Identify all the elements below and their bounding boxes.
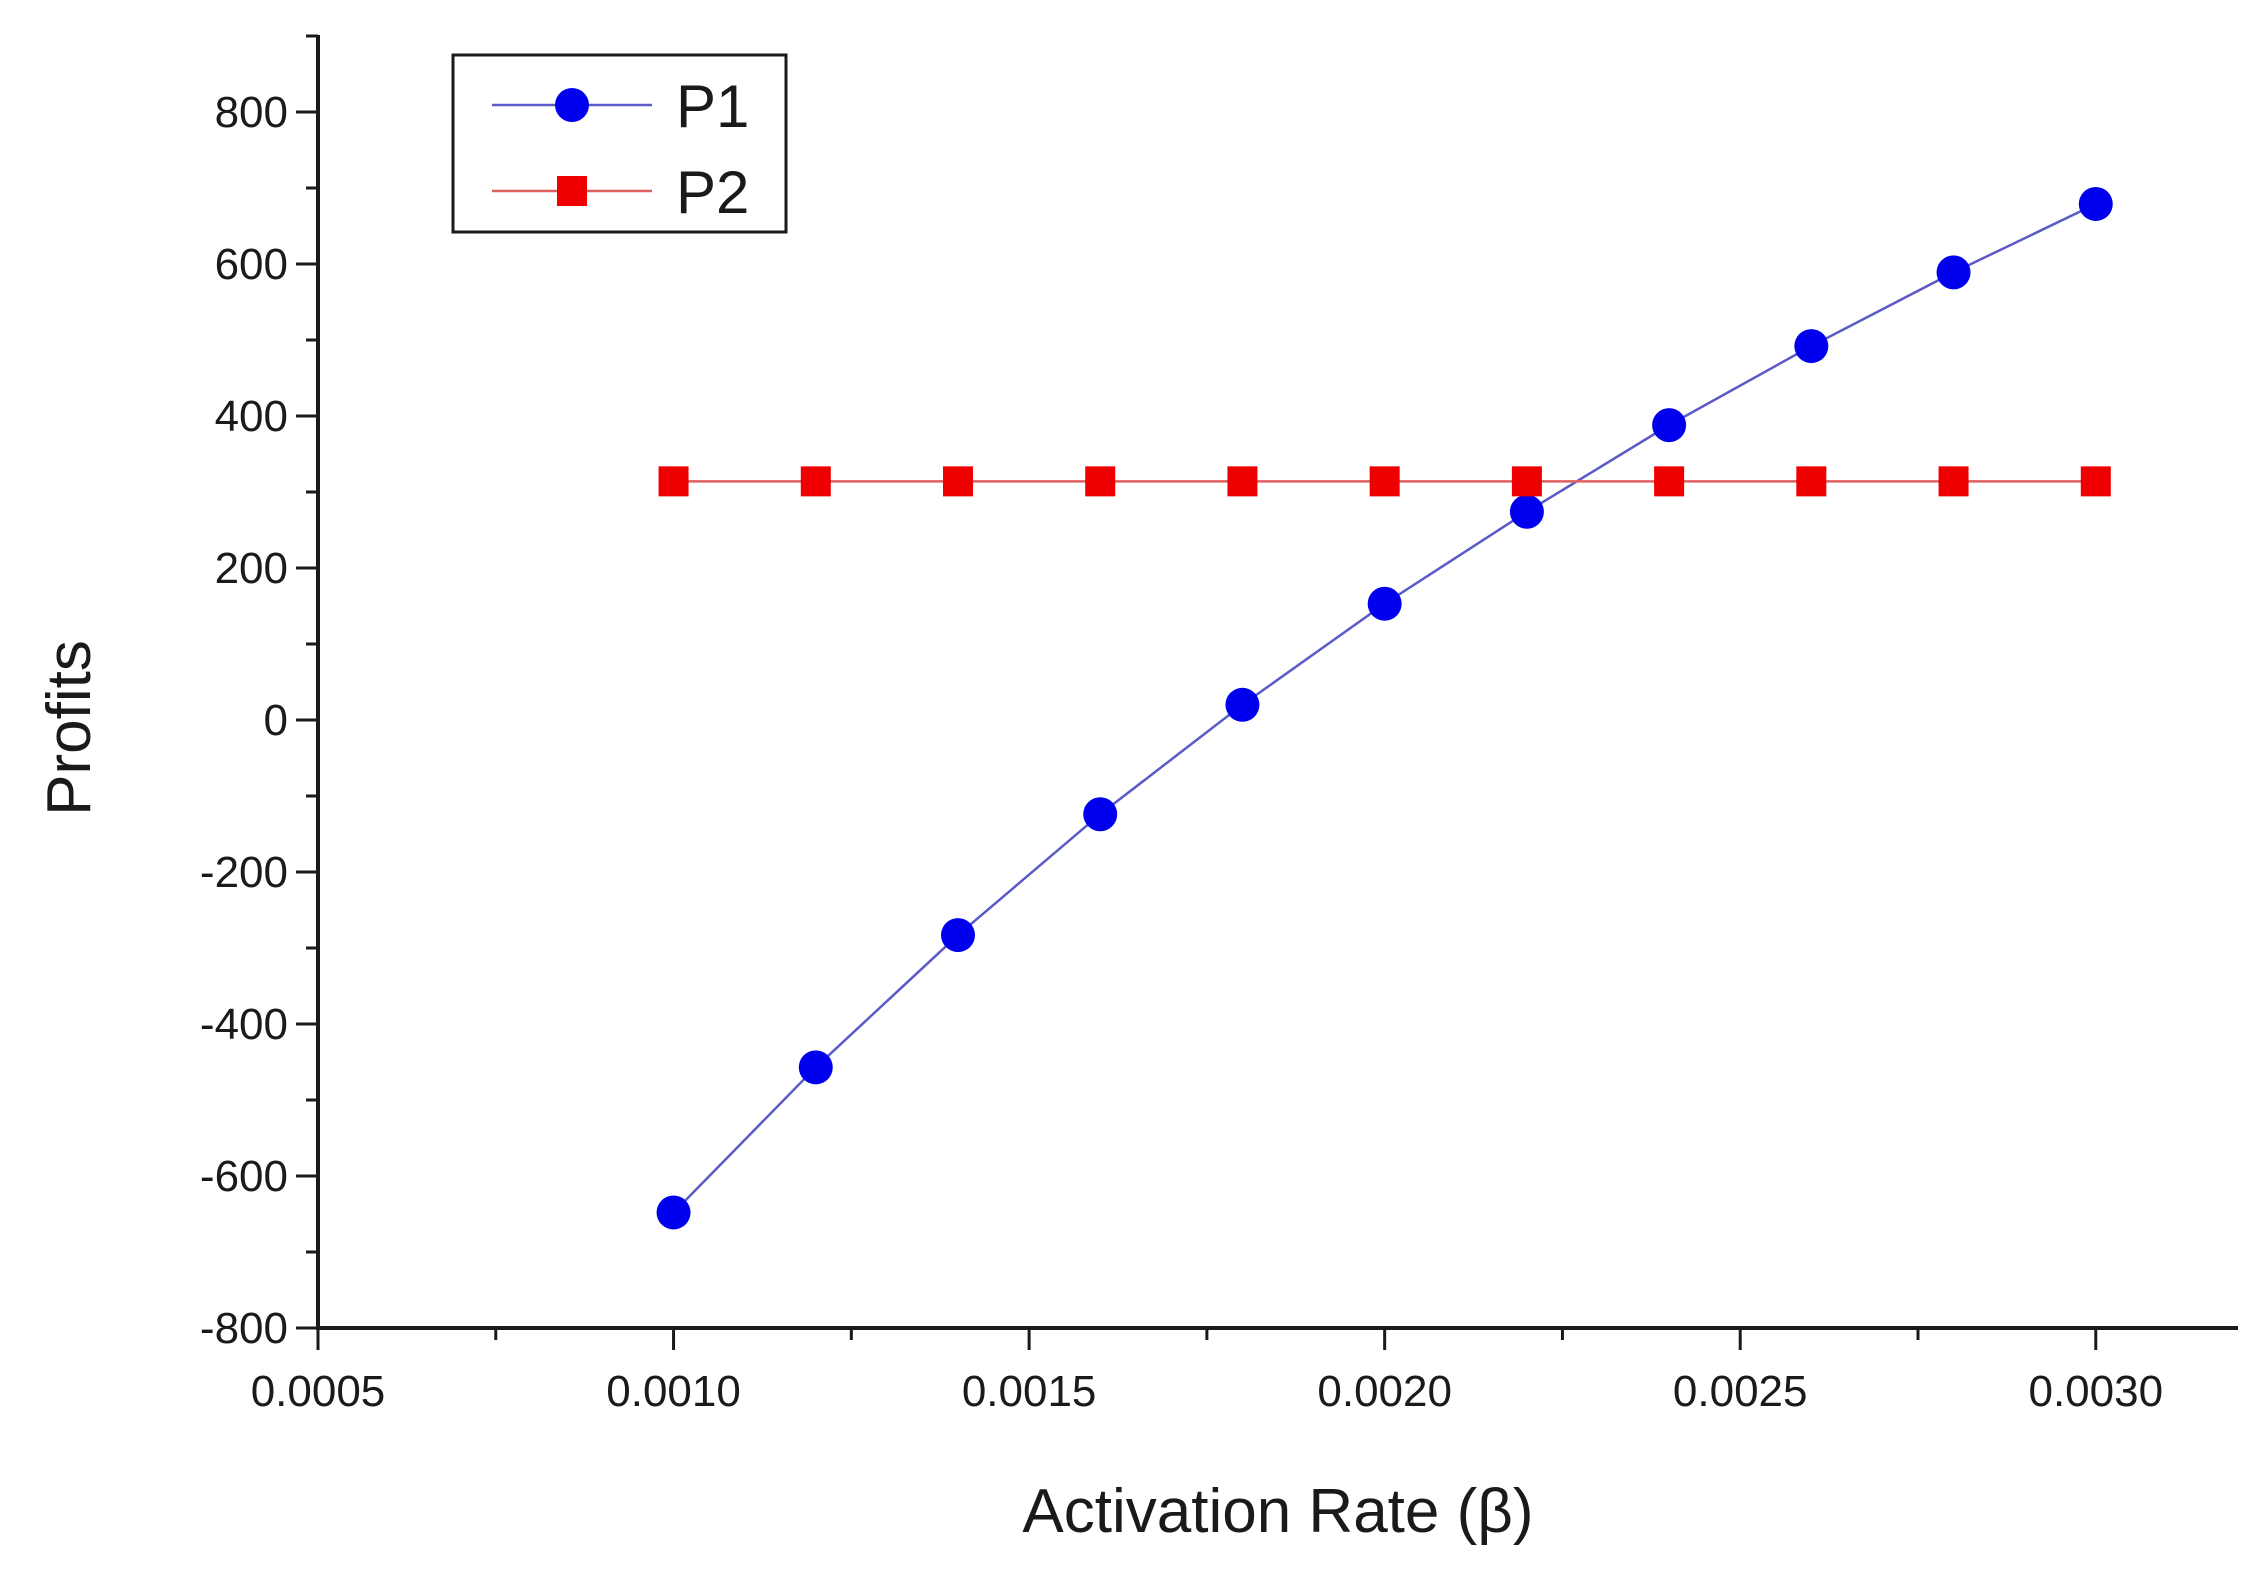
legend-label-p1: P1 — [676, 73, 749, 140]
y-tick-label: 0 — [264, 696, 288, 745]
y-tick-label: -200 — [200, 848, 288, 897]
data-point-p1 — [1936, 255, 1971, 290]
legend-marker-p2 — [557, 176, 587, 206]
x-tick-label: 0.0010 — [606, 1367, 741, 1416]
y-tick-label: 800 — [215, 88, 288, 137]
data-point-p1 — [1225, 687, 1260, 722]
y-tick-label: 400 — [215, 392, 288, 441]
data-point-p2 — [1085, 466, 1116, 497]
data-point-p1 — [941, 918, 975, 953]
x-tick-label: 0.0005 — [251, 1367, 386, 1416]
x-tick-label: 0.0020 — [1317, 1367, 1452, 1416]
data-point-p2 — [1227, 466, 1258, 497]
y-axis-title: Profits — [35, 640, 104, 816]
legend-marker-p1 — [555, 88, 589, 122]
data-point-p1 — [1083, 797, 1118, 832]
x-tick-label: 0.0030 — [2028, 1367, 2163, 1416]
data-point-p2 — [800, 466, 831, 497]
series-layer — [656, 186, 2113, 1230]
data-point-p2 — [1511, 466, 1542, 497]
x-axis-title: Activation Rate (β) — [1022, 1477, 1533, 1546]
data-point-p2 — [1654, 466, 1685, 497]
y-tick-label: -600 — [200, 1152, 288, 1201]
legend-label-p2: P2 — [676, 159, 749, 226]
series-line-p1 — [672, 202, 2097, 1214]
y-tick-label: -400 — [200, 1000, 288, 1049]
data-point-p1 — [1509, 494, 1544, 529]
data-point-p2 — [1369, 466, 1400, 497]
data-point-p1 — [798, 1050, 833, 1085]
data-point-p2 — [658, 466, 689, 497]
data-point-p2 — [1796, 466, 1827, 497]
data-point-p1 — [656, 1195, 691, 1230]
data-point-p1 — [2078, 186, 2113, 221]
y-tick-label: 200 — [215, 544, 288, 593]
legend-box — [451, 53, 788, 234]
data-point-p2 — [2080, 466, 2111, 497]
data-point-p2 — [943, 466, 973, 497]
data-point-p1 — [1652, 408, 1687, 443]
y-tick-label: -800 — [200, 1304, 288, 1353]
axes: -800 -600 -400 -200 0 200 400 600 800 0.0005 0.001… — [200, 34, 2238, 1416]
data-point-p1 — [1367, 586, 1402, 621]
x-tick-label: 0.0025 — [1673, 1367, 1808, 1416]
data-point-p2 — [1938, 466, 1969, 497]
data-point-p1 — [1794, 329, 1829, 364]
x-tick-label: 0.0015 — [962, 1367, 1097, 1416]
y-tick-label: 600 — [215, 240, 288, 289]
